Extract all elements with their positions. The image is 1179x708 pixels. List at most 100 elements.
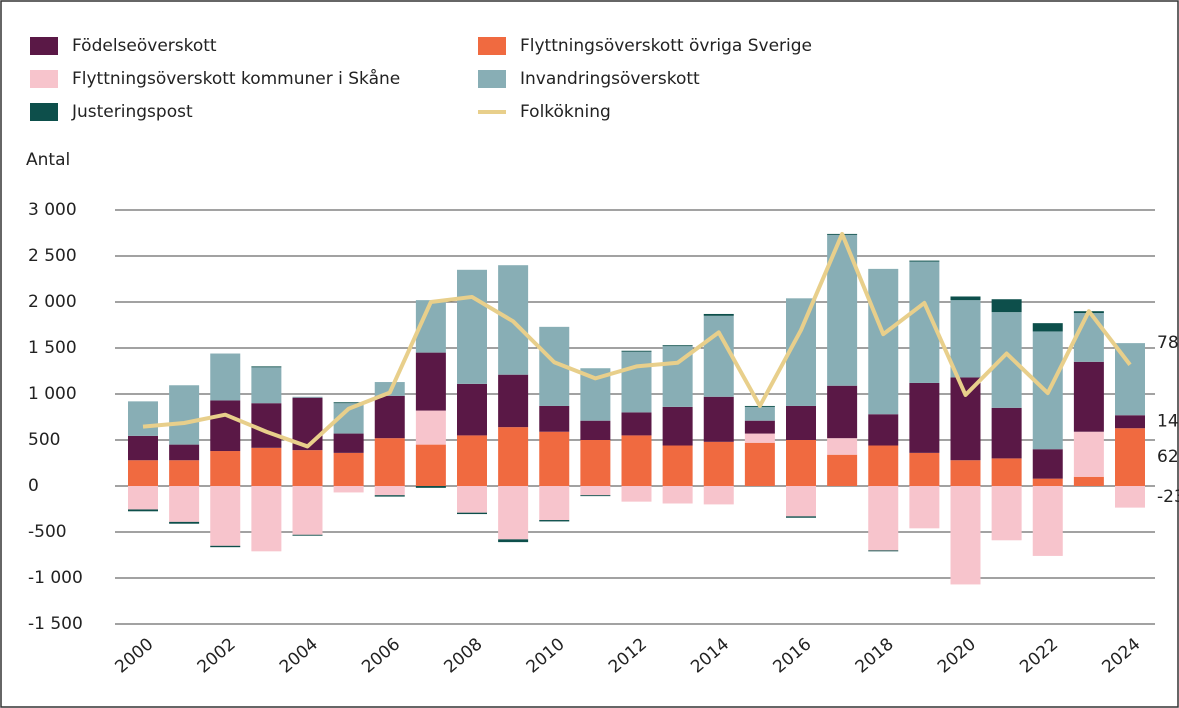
data-label: 784 (1157, 333, 1179, 353)
bar-segment (744, 420, 775, 434)
bar-segment (1073, 431, 1104, 477)
bar-segment (1073, 476, 1104, 486)
legend-label: Flyttningsöverskott övriga Sverige (520, 36, 812, 56)
bar-segment (662, 406, 693, 446)
bar-segment (1073, 361, 1104, 432)
bar-segment (251, 486, 282, 552)
data-label: -235 (1157, 487, 1179, 507)
y-tick-label: 2 000 (28, 292, 77, 312)
bar-segment (827, 438, 858, 455)
bar-segment (744, 442, 775, 486)
bar-segment (1073, 313, 1104, 362)
bar-segment (128, 460, 158, 486)
bar-segment (457, 435, 487, 486)
legend-swatch (478, 70, 506, 88)
bar-segment (374, 395, 405, 439)
bar-segment (621, 435, 652, 486)
bar-segment (950, 377, 981, 461)
bar-segment (703, 315, 734, 397)
bar-segment (457, 512, 487, 515)
bar-segment (662, 486, 693, 504)
bar-segment (703, 486, 734, 505)
bar-segment (415, 410, 446, 445)
legend-label: Invandringsöverskott (520, 69, 700, 89)
bar-segment (251, 447, 282, 486)
y-tick-label: -500 (28, 522, 67, 542)
bar-segment (1115, 343, 1145, 416)
legend-swatch (30, 70, 58, 88)
bar-segment (991, 407, 1022, 459)
legend-swatch (30, 103, 58, 121)
bar-segment (950, 296, 981, 301)
bar-segment (498, 539, 529, 543)
bar-segment (580, 420, 611, 440)
bar-segment (210, 400, 241, 452)
bar-segment (580, 495, 611, 497)
bar-segment (374, 495, 405, 497)
y-tick-label: 0 (28, 476, 39, 496)
legend-label: Folkökning (520, 102, 611, 122)
bar-segment (292, 396, 323, 398)
bar-segment (498, 486, 529, 540)
bar-segment (868, 445, 899, 486)
bar-segment (621, 350, 652, 352)
bar-segment (498, 427, 529, 486)
bar-segment (909, 486, 940, 529)
bar-segment (580, 440, 611, 486)
bar-segment (991, 458, 1022, 486)
y-tick-label: 1 000 (28, 384, 77, 404)
bar-segment (374, 486, 405, 496)
bar-segment (251, 366, 282, 368)
bar-segment (292, 534, 323, 536)
bar-segment (169, 444, 200, 461)
data-label: 628 (1157, 447, 1179, 467)
bar-segment (539, 405, 570, 432)
bar-segment (333, 433, 364, 453)
bar-segment (374, 438, 405, 486)
bar-segment (621, 351, 652, 413)
bar-segment (169, 521, 200, 524)
bar-segment (868, 550, 899, 552)
bar-segment (950, 460, 981, 486)
bar-segment (909, 452, 940, 486)
bar-segment (662, 445, 693, 486)
bar-segment (827, 385, 858, 439)
bar-segment (128, 509, 158, 512)
bar-segment (1115, 415, 1145, 429)
bar-segment (128, 486, 158, 510)
bar-segment (580, 486, 611, 496)
line (142, 231, 1132, 449)
y-tick-label: 2 500 (28, 246, 77, 266)
bar-segment (1032, 449, 1063, 479)
bar-segment (333, 402, 364, 404)
bar-segment (128, 435, 158, 461)
bar-segment (868, 486, 899, 551)
bar-segment (909, 260, 940, 262)
bar-segment (169, 460, 200, 486)
bar-segment (786, 405, 816, 440)
bar-segment (703, 313, 734, 316)
legend-label: Flyttningsöverskott kommuner i Skåne (72, 68, 400, 89)
bar-segment (210, 451, 241, 486)
legend-swatch (30, 37, 58, 55)
bar-segment (909, 382, 940, 453)
bar-segment (292, 486, 323, 535)
bar-segment (868, 268, 899, 415)
bar-segment (744, 406, 775, 421)
bar-segment (457, 486, 487, 513)
bar-segment (251, 367, 282, 404)
bar-segment (539, 520, 570, 522)
bar-segment (498, 374, 529, 428)
bar-segment (457, 269, 487, 384)
bar-segment (210, 545, 241, 548)
bar-segment (1115, 486, 1145, 508)
bar-segment (539, 431, 570, 486)
bar-segment (210, 353, 241, 401)
y-tick-label: 1 500 (28, 338, 77, 358)
bar-segment (744, 433, 775, 443)
data-label: 141 (1157, 412, 1179, 432)
y-tick-label: -1 500 (28, 614, 83, 634)
